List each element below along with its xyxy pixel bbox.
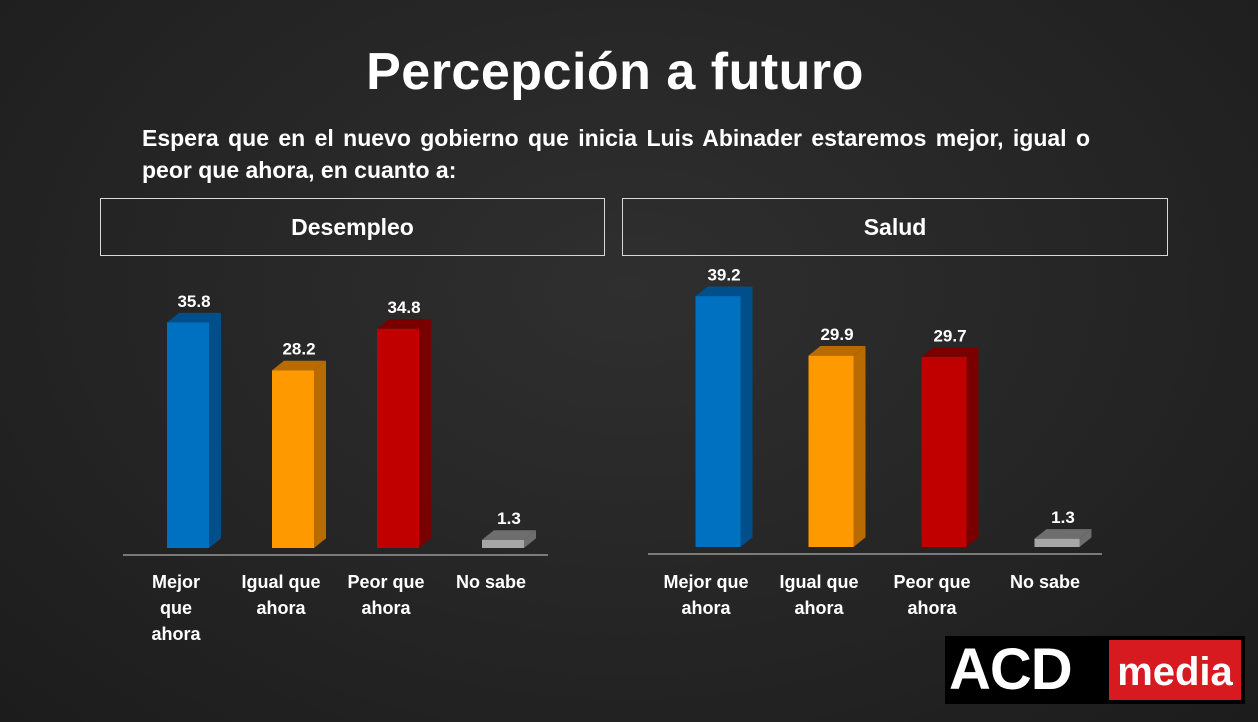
chart-title-salud: Salud [622, 198, 1168, 256]
category-label-desempleo-0: Mejor que ahora [151, 572, 201, 644]
category-label-salud-2: Peor que ahora [893, 572, 970, 618]
bar-salud-2 [921, 347, 979, 547]
survey-question: Espera que en el nuevo gobierno que inic… [142, 125, 1090, 183]
category-label-desempleo-3: No sabe [456, 572, 526, 592]
value-label-salud-0: 39.2 [707, 266, 740, 285]
category-label-desempleo-2: Peor que ahora [347, 572, 424, 618]
logo-media-text: media [1109, 640, 1241, 700]
acd-media-logo: ACD media [945, 636, 1245, 704]
value-label-salud-2: 29.7 [933, 326, 966, 345]
value-label-salud-3: 1.3 [1051, 508, 1075, 527]
category-label-desempleo-1: Igual que ahora [241, 572, 320, 618]
bar-salud-0 [695, 286, 753, 547]
category-label-salud-0: Mejor que ahora [663, 572, 748, 618]
value-label-desempleo-1: 28.2 [282, 340, 315, 359]
bar-desempleo-3 [482, 530, 536, 548]
bar-desempleo-0 [167, 312, 221, 548]
page-title: Percepción a futuro [366, 43, 864, 101]
value-label-desempleo-3: 1.3 [497, 509, 521, 528]
value-label-desempleo-2: 34.8 [387, 298, 420, 317]
bar-salud-3 [1034, 529, 1092, 547]
category-label-salud-1: Igual que ahora [779, 572, 858, 618]
bar-desempleo-2 [377, 319, 431, 548]
bar-desempleo-1 [272, 360, 326, 548]
bar-salud-1 [808, 346, 866, 547]
chart-title-desempleo: Desempleo [100, 198, 605, 256]
logo-acd-text: ACD [949, 637, 1073, 702]
value-label-salud-1: 29.9 [820, 325, 853, 344]
category-label-salud-3: No sabe [1010, 572, 1080, 592]
value-label-desempleo-0: 35.8 [177, 292, 210, 311]
